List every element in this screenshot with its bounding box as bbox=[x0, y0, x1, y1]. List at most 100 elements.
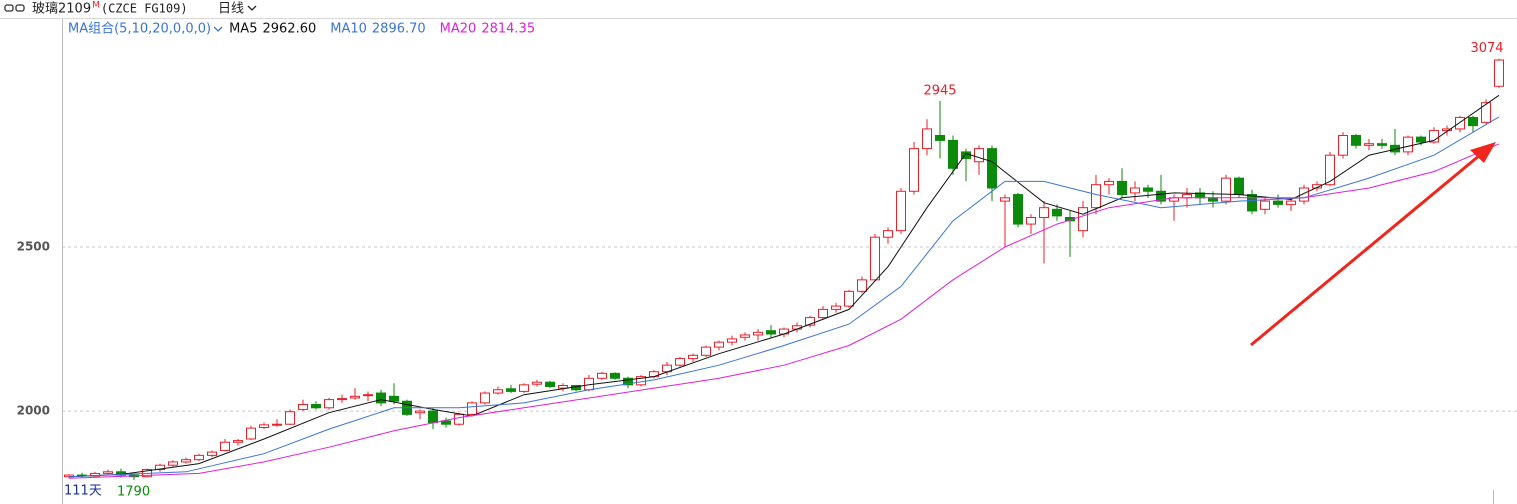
candle-body bbox=[1455, 116, 1465, 130]
candle bbox=[766, 325, 776, 338]
candle bbox=[1065, 210, 1075, 257]
candle-body bbox=[64, 474, 74, 478]
candle-body bbox=[311, 404, 321, 409]
candle-body bbox=[480, 392, 490, 404]
link-icon-left bbox=[4, 4, 14, 12]
candle bbox=[1325, 151, 1335, 187]
candle-body bbox=[181, 459, 191, 463]
candle-body bbox=[818, 308, 828, 319]
main-contract-flag: M bbox=[92, 1, 100, 11]
candle-body bbox=[1000, 197, 1010, 202]
candle-body bbox=[194, 454, 204, 461]
candle-body bbox=[558, 384, 568, 389]
candle-body bbox=[103, 471, 113, 474]
candle bbox=[1039, 201, 1049, 264]
indicator-selector[interactable]: MA组合(5,10,20,0,0,0) bbox=[68, 22, 211, 37]
candle-body bbox=[1117, 180, 1127, 196]
candle-body bbox=[1104, 180, 1114, 186]
candle bbox=[1351, 133, 1361, 149]
candle-body bbox=[987, 148, 997, 189]
candle-body bbox=[740, 334, 750, 338]
candle bbox=[389, 383, 399, 405]
candle-body bbox=[1325, 154, 1335, 186]
candle-body bbox=[831, 305, 841, 310]
candle-body bbox=[350, 395, 360, 399]
ma-line bbox=[68, 143, 1500, 479]
candle bbox=[805, 315, 815, 328]
period-selector[interactable]: 日线 bbox=[218, 2, 244, 17]
y-tick-label: 2500 bbox=[17, 240, 50, 254]
candle-body bbox=[1364, 143, 1374, 146]
candle bbox=[610, 372, 620, 380]
low-label: 1790 bbox=[117, 485, 150, 500]
candle-body bbox=[506, 388, 516, 392]
candle bbox=[467, 401, 477, 417]
candle-body bbox=[688, 354, 698, 360]
candle bbox=[181, 457, 191, 464]
candle-body bbox=[909, 148, 919, 192]
candle bbox=[1026, 214, 1036, 234]
candle bbox=[337, 394, 347, 403]
candle-body bbox=[1273, 200, 1283, 205]
candle-body bbox=[1026, 217, 1036, 225]
candle-body bbox=[376, 392, 386, 404]
candle-body bbox=[233, 440, 243, 443]
candle-body bbox=[1286, 200, 1296, 205]
candle bbox=[298, 399, 308, 412]
candle-body bbox=[857, 279, 867, 292]
candle bbox=[207, 450, 217, 458]
high-label: 3074 bbox=[1470, 41, 1503, 56]
candle-body bbox=[844, 290, 854, 307]
candle bbox=[844, 289, 854, 308]
candle-body bbox=[610, 372, 620, 379]
legend-name: MA5 bbox=[229, 22, 257, 37]
candle-body bbox=[1013, 194, 1023, 225]
legend-name: MA10 bbox=[330, 22, 367, 37]
candle-body bbox=[1247, 194, 1257, 212]
candle-body bbox=[1429, 130, 1439, 143]
candle bbox=[1143, 184, 1153, 198]
symbol-name[interactable]: 玻璃2109 bbox=[32, 2, 91, 17]
candle-body bbox=[467, 402, 477, 415]
candle bbox=[987, 145, 997, 202]
candle-body bbox=[207, 451, 217, 456]
candle bbox=[168, 460, 178, 467]
link-icon[interactable] bbox=[4, 4, 25, 12]
candle bbox=[922, 119, 932, 156]
candle-body bbox=[1052, 208, 1062, 217]
candle-body bbox=[727, 338, 737, 343]
candle-body bbox=[454, 413, 464, 425]
candle bbox=[1000, 194, 1010, 248]
candle-body bbox=[766, 330, 776, 335]
candle-body bbox=[428, 410, 438, 424]
candle-body bbox=[532, 381, 542, 385]
candle-body bbox=[1130, 187, 1140, 194]
candle bbox=[545, 380, 555, 389]
candle bbox=[1481, 99, 1491, 125]
candle bbox=[1286, 199, 1296, 211]
candle bbox=[701, 345, 711, 357]
candle bbox=[350, 388, 360, 400]
legend-name: MA20 bbox=[440, 22, 477, 37]
symbol-code: (CZCE FG109) bbox=[101, 2, 188, 16]
candle bbox=[636, 374, 646, 387]
ma-line bbox=[68, 116, 1500, 478]
candle-body bbox=[1156, 190, 1166, 202]
candle bbox=[415, 409, 425, 420]
ma-line bbox=[68, 94, 1500, 478]
candle-body bbox=[1234, 177, 1244, 196]
candle bbox=[103, 469, 113, 476]
candle bbox=[532, 379, 542, 387]
candle bbox=[1338, 132, 1348, 159]
candle-body bbox=[974, 148, 984, 163]
candle bbox=[675, 356, 685, 367]
candle-body bbox=[896, 190, 906, 232]
period-chevron[interactable] bbox=[247, 5, 257, 11]
candle bbox=[1377, 138, 1387, 149]
link-icon-right bbox=[15, 4, 25, 12]
indicator-chevron[interactable] bbox=[213, 26, 223, 32]
candle bbox=[233, 438, 243, 446]
candle-body bbox=[883, 230, 893, 238]
